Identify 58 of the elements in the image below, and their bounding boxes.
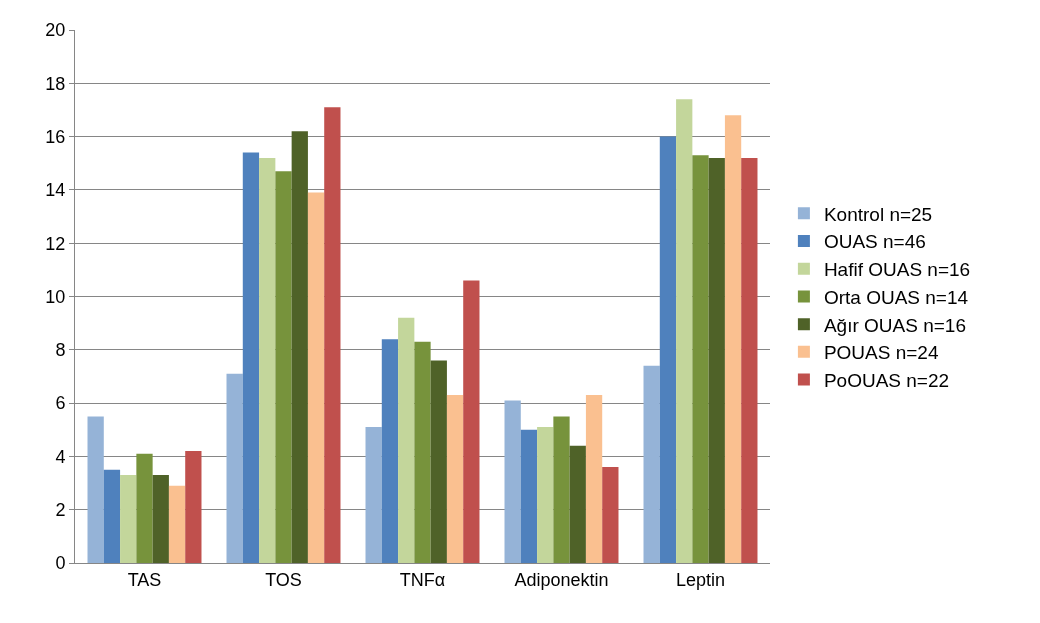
bar xyxy=(463,280,480,563)
legend-label: Orta OUAS n=14 xyxy=(823,286,969,308)
y-tick-label: 14 xyxy=(45,180,66,201)
bar xyxy=(504,400,521,563)
bar xyxy=(659,136,677,563)
bar xyxy=(365,427,382,563)
bar xyxy=(152,475,169,563)
x-tick-label: TOS xyxy=(265,569,302,590)
y-tick-label: 4 xyxy=(55,446,66,467)
bar xyxy=(520,429,538,563)
x-tick-label: Leptin xyxy=(675,569,726,590)
bar xyxy=(602,467,619,563)
bar xyxy=(242,152,260,563)
bar xyxy=(87,416,104,563)
bar xyxy=(430,360,447,563)
bar xyxy=(226,373,243,563)
bar xyxy=(537,427,554,563)
bar xyxy=(446,395,464,563)
bar xyxy=(291,131,308,563)
bar xyxy=(398,317,415,563)
legend-label: Hafif OUAS n=16 xyxy=(823,259,971,281)
bar xyxy=(741,157,758,563)
bar xyxy=(569,445,586,563)
bar xyxy=(585,395,603,563)
x-tick-label: TAS xyxy=(127,569,162,590)
bar xyxy=(120,475,137,563)
bar xyxy=(307,192,325,563)
legend-label: POUAS n=24 xyxy=(823,342,939,364)
bar xyxy=(168,485,186,563)
bar xyxy=(259,157,276,563)
bar xyxy=(553,416,570,563)
bar xyxy=(136,453,153,563)
y-tick-label: 10 xyxy=(45,286,66,307)
y-tick-label: 12 xyxy=(45,233,66,254)
bar xyxy=(676,99,693,563)
y-tick-label: 2 xyxy=(55,500,66,520)
y-tick-label: 8 xyxy=(55,340,66,361)
y-tick-label: 20 xyxy=(45,20,66,41)
bar xyxy=(185,451,202,563)
y-tick-label: 16 xyxy=(45,126,66,147)
legend-label: OUAS n=46 xyxy=(823,231,926,253)
x-tick-label: TNFα xyxy=(399,569,446,590)
bar xyxy=(414,341,431,563)
legend-label: PoOUAS n=22 xyxy=(823,369,950,391)
bar xyxy=(381,339,399,563)
bar xyxy=(275,171,292,563)
y-tick-label: 0 xyxy=(55,553,66,574)
x-tick-label: Adiponektin xyxy=(514,569,609,590)
y-tick-label: 18 xyxy=(45,73,66,94)
y-tick-label: 6 xyxy=(55,393,66,414)
bar xyxy=(708,157,725,563)
bar xyxy=(643,365,660,563)
legend-label: Ağır OUAS n=16 xyxy=(823,314,966,336)
bar xyxy=(692,155,709,563)
bar xyxy=(724,115,742,563)
bar xyxy=(324,107,341,563)
bar xyxy=(103,469,121,563)
legend-label: Kontrol n=25 xyxy=(823,203,933,225)
